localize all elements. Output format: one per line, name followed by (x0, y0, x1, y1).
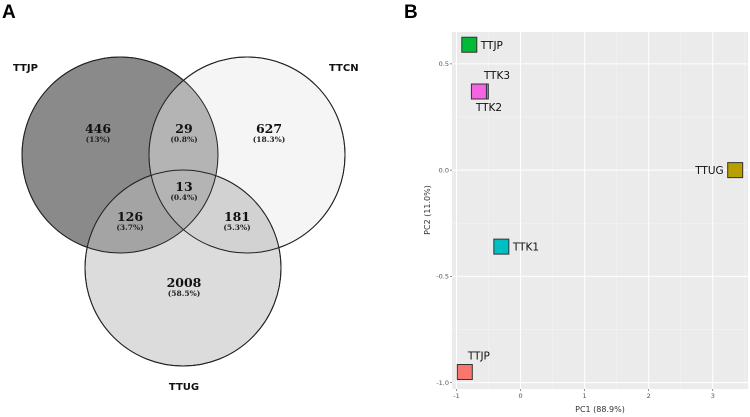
data-points: TTK3 TTJP TTK2 TTUG TTK1 TTJP (456, 36, 744, 380)
y-tick-label: -0.5 (436, 273, 449, 281)
y-tick-label: -1.0 (436, 379, 449, 387)
region-count-ttjp-ttug: 126 (117, 209, 143, 224)
data-point-ttjp (461, 36, 478, 53)
y-tick-label: 0.0 (439, 166, 449, 174)
region-count-ttcn-ttug: 181 (224, 209, 250, 224)
panel-a-letter: A (2, 2, 16, 23)
x-tick-label: 2 (647, 392, 651, 400)
x-tick-label: 0 (518, 392, 522, 400)
region-pct-ttug-only: (58.5%) (168, 289, 201, 298)
gridlines (452, 32, 748, 389)
plot-panel (452, 32, 748, 389)
region-pct-ttjp-ttug: (3.7%) (116, 223, 143, 232)
set-label-ttcn: TTCN (329, 63, 359, 74)
point-label-ttk1: TTK1 (512, 242, 539, 254)
data-point-ttug (727, 162, 744, 179)
region-pct-ttjp-only: (13%) (86, 135, 111, 144)
venn-overlap-ttjp-ttug (85, 170, 218, 253)
point-label-ttjp: TTJP (467, 351, 490, 363)
data-point-ttjp (456, 364, 473, 380)
point-label-ttk2: TTK2 (475, 102, 502, 114)
region-count-all: 13 (175, 179, 192, 194)
data-point-ttk1 (493, 238, 510, 255)
region-pct-all: (0.4%) (170, 193, 197, 202)
x-tick-label: -1 (453, 392, 459, 400)
point-label-ttk3: TTK3 (483, 70, 510, 82)
y-tick-label: 0.5 (439, 60, 449, 68)
x-tick-label: 1 (583, 392, 587, 400)
x-axis-title: PC1 (88.9%) (575, 405, 625, 414)
point-label-ttug: TTUG (694, 165, 723, 177)
x-tick-label: 3 (711, 392, 715, 400)
set-label-ttjp: TTJP (13, 63, 38, 74)
data-point-ttk2 (470, 83, 487, 100)
axis-ticks: -1 0 1 2 3 -1.0 -0.5 0.0 0.5 (436, 60, 715, 400)
venn-diagram: TTJP TTCN TTUG 446 (13%) 29 (0.8%) 627 (… (13, 56, 359, 393)
region-pct-ttjp-ttcn: (0.8%) (170, 135, 197, 144)
region-count-ttug-only: 2008 (167, 275, 202, 290)
region-count-ttjp-ttcn: 29 (175, 121, 192, 136)
region-pct-ttcn-only: (18.3%) (253, 135, 286, 144)
region-pct-ttcn-ttug: (5.3%) (223, 223, 250, 232)
panel-b-letter: B (404, 2, 418, 23)
set-label-ttug: TTUG (169, 382, 199, 393)
y-axis-title: PC2 (11.0%) (423, 185, 432, 235)
point-label-ttjp: TTJP (480, 40, 503, 52)
pca-scatter-plot: -1 0 1 2 3-1.0-0.50.00.5 TTK3TTJPTTK2TTUGTTK… (423, 32, 748, 414)
venn-overlap-all (149, 57, 218, 253)
region-count-ttcn-only: 627 (256, 121, 282, 136)
region-count-ttjp-only: 446 (85, 121, 111, 136)
venn-overlap-ttcn-ttug (149, 170, 281, 253)
